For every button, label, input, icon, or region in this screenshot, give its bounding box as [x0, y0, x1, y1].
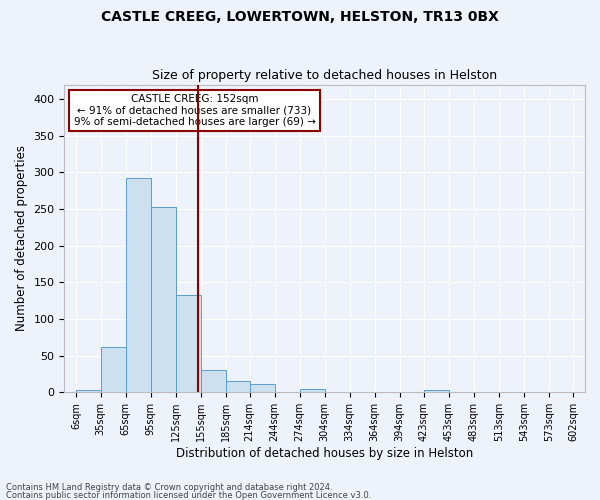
Bar: [300, 388, 325, 392]
Text: CASTLE CREEG: 152sqm
← 91% of detached houses are smaller (733)
9% of semi-detac: CASTLE CREEG: 152sqm ← 91% of detached h…: [74, 94, 316, 127]
Text: Contains HM Land Registry data © Crown copyright and database right 2024.: Contains HM Land Registry data © Crown c…: [6, 483, 332, 492]
Text: Contains public sector information licensed under the Open Government Licence v3: Contains public sector information licen…: [6, 490, 371, 500]
Bar: [101, 347, 125, 393]
Bar: [226, 380, 250, 392]
Bar: [151, 207, 176, 392]
Bar: [125, 178, 151, 392]
Bar: [76, 390, 101, 392]
Title: Size of property relative to detached houses in Helston: Size of property relative to detached ho…: [152, 69, 497, 82]
Bar: [200, 370, 226, 392]
Bar: [424, 390, 449, 392]
Text: CASTLE CREEG, LOWERTOWN, HELSTON, TR13 0BX: CASTLE CREEG, LOWERTOWN, HELSTON, TR13 0…: [101, 10, 499, 24]
Bar: [250, 384, 275, 392]
Y-axis label: Number of detached properties: Number of detached properties: [15, 146, 28, 332]
X-axis label: Distribution of detached houses by size in Helston: Distribution of detached houses by size …: [176, 447, 473, 460]
Bar: [176, 295, 200, 392]
